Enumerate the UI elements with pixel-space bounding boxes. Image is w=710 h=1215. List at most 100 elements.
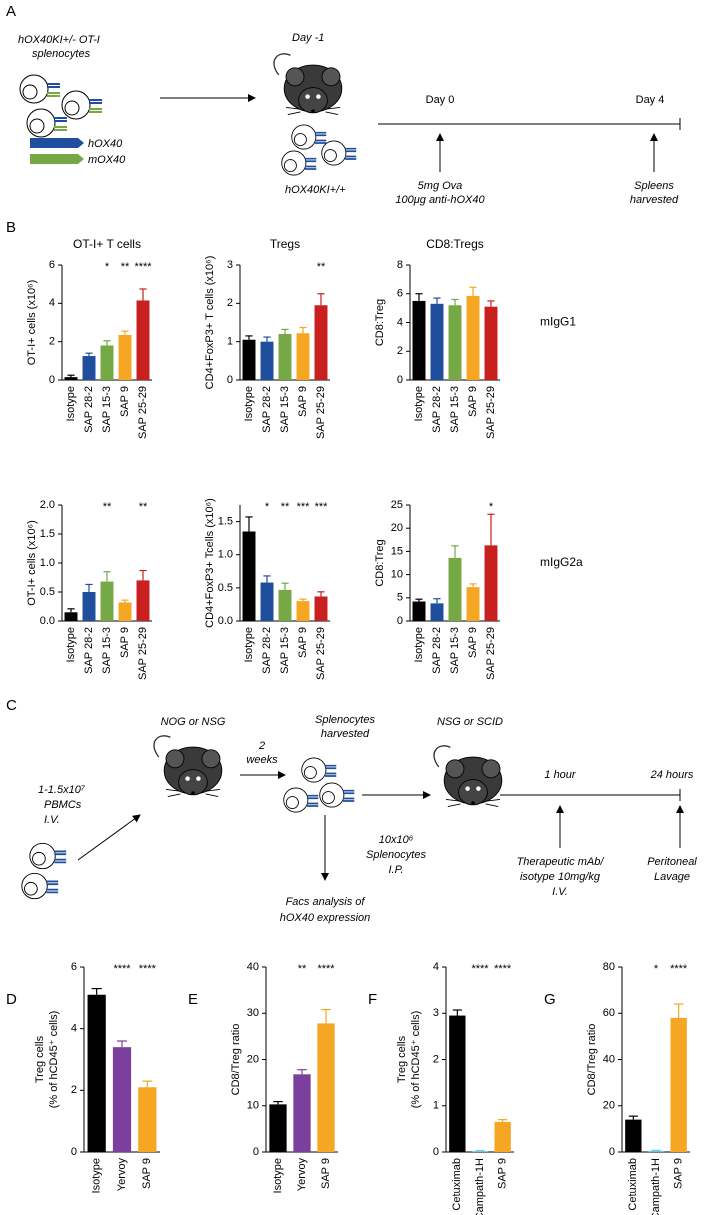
bar [484, 306, 498, 380]
y-tick-label: 0 [253, 1146, 259, 1158]
bar [87, 994, 106, 1152]
y-tick-label: 25 [391, 499, 403, 511]
legend-label: mOX40 [88, 154, 126, 166]
y-axis-label: Treg cells [34, 1035, 46, 1083]
significance: **** [494, 963, 512, 975]
label: Therapeutic mAb/ [517, 856, 605, 868]
bar [100, 581, 114, 621]
bar [293, 1074, 311, 1152]
y-axis-label: (% of hCD45⁺ cells) [48, 1011, 60, 1109]
significance: ** [281, 501, 290, 513]
bar [647, 1150, 665, 1152]
bar [82, 356, 96, 380]
arrow [77, 814, 141, 861]
bar [449, 1015, 466, 1152]
label: PBMCs [44, 799, 82, 811]
y-tick-label: 2 [71, 1084, 77, 1096]
significance: **** [134, 261, 152, 273]
y-axis-label: CD8/Treg ratio [230, 1024, 242, 1096]
chart-title: Tregs [270, 237, 300, 251]
bar [466, 295, 480, 380]
cell-icon [282, 787, 320, 813]
label: 24 hours [650, 769, 694, 781]
y-tick-label: 1.5 [40, 528, 55, 540]
y-tick-label: 6 [397, 288, 403, 300]
bar [412, 300, 426, 380]
label: isotype 10mg/kg [520, 871, 601, 883]
y-tick-label: 10 [391, 569, 403, 581]
y-tick-label: 0.0 [40, 615, 55, 627]
significance: *** [315, 501, 329, 513]
bar [118, 334, 132, 380]
bar [494, 1121, 511, 1152]
x-tick-label: SAP 28-2 [83, 386, 95, 433]
y-tick-label: 0.0 [218, 615, 233, 627]
y-tick-label: 1.0 [40, 557, 55, 569]
cell-icon [300, 757, 338, 783]
bar [82, 592, 96, 621]
y-tick-label: 20 [603, 1100, 615, 1112]
y-axis-label: CD8:Treg [374, 539, 386, 586]
y-tick-label: 0 [71, 1146, 77, 1158]
significance: *** [297, 501, 311, 513]
mouse-icon [273, 53, 343, 116]
label: harvested [321, 728, 370, 740]
significance: ** [298, 963, 307, 975]
bar [317, 1023, 335, 1152]
label: Day 4 [636, 94, 665, 106]
x-tick-label: SAP 25-29 [315, 386, 327, 439]
chart-title: CD8:Tregs [426, 237, 484, 251]
label: I.V. [552, 886, 568, 898]
side-label: mIgG2a [540, 555, 583, 569]
x-tick-label: Isotype [65, 386, 77, 421]
y-tick-label: 0.5 [218, 582, 233, 594]
y-tick-label: 8 [397, 259, 403, 271]
x-tick-label: SAP 9 [119, 386, 131, 417]
significance: ** [139, 501, 148, 513]
significance: * [654, 963, 659, 975]
bar [138, 1087, 157, 1152]
x-tick-label: SAP 15-3 [449, 386, 461, 433]
bar [118, 602, 132, 621]
y-tick-label: 1 [227, 336, 233, 348]
x-tick-label: SAP 9 [673, 1158, 685, 1189]
panel-label: C [6, 697, 17, 714]
x-tick-label: SAP 15-3 [101, 386, 113, 433]
x-tick-label: SAP 15-3 [279, 386, 291, 433]
x-tick-label: Campath-1H [474, 1158, 486, 1215]
y-tick-label: 40 [247, 961, 259, 973]
mouse-icon [153, 735, 223, 798]
x-tick-label: SAP 28-2 [431, 627, 443, 674]
y-tick-label: 2.0 [40, 499, 55, 511]
x-tick-label: Isotype [413, 627, 425, 662]
y-tick-label: 6 [49, 259, 55, 271]
bar [260, 582, 274, 621]
label: 1-1.5x10⁷ [38, 784, 86, 796]
x-tick-label: Isotype [243, 627, 255, 662]
x-tick-label: Yervoy [116, 1158, 128, 1192]
bar [430, 603, 444, 621]
bar [466, 587, 480, 621]
bar [314, 305, 328, 380]
bar [64, 377, 78, 380]
y-tick-label: 4 [397, 316, 403, 328]
cell-icon [61, 90, 103, 120]
x-tick-label: SAP 9 [119, 627, 131, 658]
significance: * [489, 501, 494, 513]
y-tick-label: 15 [391, 545, 403, 557]
significance: **** [113, 963, 131, 975]
y-tick-label: 5 [397, 592, 403, 604]
label: Day -1 [292, 32, 324, 44]
significance: **** [471, 963, 489, 975]
y-axis-label: (% of hCD45⁺ cells) [410, 1011, 422, 1109]
x-tick-label: SAP 15-3 [279, 627, 291, 674]
legend-label: hOX40 [88, 138, 123, 150]
x-tick-label: SAP 28-2 [83, 627, 95, 674]
bar [112, 1047, 132, 1152]
y-tick-label: 20 [391, 522, 403, 534]
y-tick-label: 2 [433, 1053, 439, 1065]
bar [314, 596, 328, 621]
bar [136, 300, 150, 380]
label: Lavage [654, 871, 690, 883]
cell-icon [28, 842, 68, 870]
